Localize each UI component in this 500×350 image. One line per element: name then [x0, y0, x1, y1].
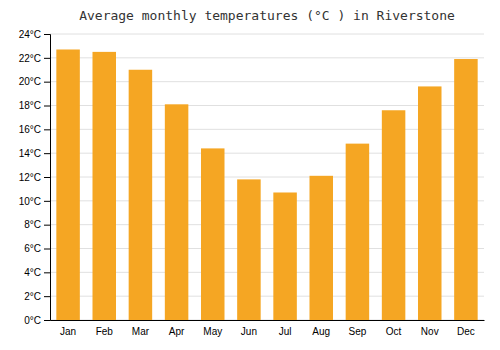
tick: 16°C [19, 124, 50, 135]
tick-label: 6°C [24, 243, 41, 254]
tick: Aug [312, 326, 330, 337]
tick: 22°C [19, 53, 50, 64]
bar [237, 179, 261, 320]
tick: 12°C [19, 172, 50, 183]
tick: Sep [349, 326, 367, 337]
tick-label: Feb [96, 326, 114, 337]
tick-label: 16°C [19, 124, 41, 135]
tick-label: 14°C [19, 148, 41, 159]
tick: 10°C [19, 196, 50, 207]
tick-label: 24°C [19, 29, 41, 40]
tick-label: 10°C [19, 196, 41, 207]
bar [129, 70, 153, 320]
tick-label: Dec [457, 326, 475, 337]
tick-label: Sep [349, 326, 367, 337]
tick-label: Mar [132, 326, 150, 337]
bar [382, 110, 406, 320]
tick-mark [44, 177, 50, 178]
bar [92, 52, 116, 320]
tick: 18°C [19, 100, 50, 111]
axis-line [44, 35, 51, 321]
tick: Jul [279, 326, 292, 337]
tick-label: Aug [312, 326, 330, 337]
bar [418, 86, 442, 320]
bar [454, 59, 478, 320]
plot: 0°C 2°C 4°C 6°C 8°C 10°C 12°C 14°C 16°C 18°C 20°C 2… [19, 29, 485, 337]
tick: 6°C [24, 243, 50, 254]
title: Average monthly temperatures (°C ) in Ri… [79, 8, 455, 23]
y-axis: 0°C 2°C 4°C 6°C 8°C 10°C 12°C 14°C 16°C 18°C 20°C 2… [19, 29, 51, 326]
bar [165, 104, 189, 320]
tick: 14°C [19, 148, 50, 159]
grid-line [50, 34, 484, 35]
tick: 0°C [24, 315, 50, 326]
grid [50, 34, 484, 320]
tick-label: 18°C [19, 100, 41, 111]
tick-label: 20°C [19, 76, 41, 87]
tick-label: 0°C [24, 315, 41, 326]
tick-label: Nov [421, 326, 439, 337]
bar [346, 144, 370, 320]
tick-label: 2°C [24, 291, 41, 302]
tick-mark [44, 153, 50, 154]
tick-label: Oct [386, 326, 402, 337]
tick-mark [44, 34, 50, 35]
tick-label: Jan [60, 326, 76, 337]
tick-mark [44, 320, 50, 321]
bars [56, 49, 477, 320]
axis-line [51, 320, 485, 321]
bar [56, 49, 80, 320]
tick-mark [44, 82, 50, 83]
tick-label: Jun [241, 326, 257, 337]
tick-mark [44, 296, 50, 297]
tick-mark [44, 201, 50, 202]
tick: May [203, 326, 222, 337]
tick: 2°C [24, 291, 50, 302]
tick-mark [44, 225, 50, 226]
tick-label: Jul [279, 326, 292, 337]
tick-label: 8°C [24, 219, 41, 230]
tick-mark [44, 106, 50, 107]
bar [309, 176, 333, 320]
tick-mark [44, 58, 50, 59]
tick: Feb [96, 326, 114, 337]
tick-label: 12°C [19, 172, 41, 183]
tick-label: May [203, 326, 222, 337]
bar [273, 192, 297, 320]
x-axis: Jan Feb Mar Apr May Jun Jul Aug Sep Oct Nov Dec [51, 321, 485, 338]
tick-mark [44, 249, 50, 250]
tick: Jan [60, 326, 76, 337]
tick: Nov [421, 326, 439, 337]
tick-mark [44, 272, 50, 273]
tick: Oct [386, 326, 402, 337]
tick-label: 4°C [24, 267, 41, 278]
tick: 20°C [19, 76, 50, 87]
tick: Jun [241, 326, 257, 337]
tick-label: Apr [169, 326, 185, 337]
tick-label: 22°C [19, 53, 41, 64]
tick: Dec [457, 326, 475, 337]
tick: 24°C [19, 29, 50, 40]
tick: Mar [132, 326, 150, 337]
chart: 0°C 2°C 4°C 6°C 8°C 10°C 12°C 14°C 16°C 18°C 20°C 2… [0, 0, 500, 350]
tick: 4°C [24, 267, 50, 278]
tick-mark [44, 129, 50, 130]
tick: 8°C [24, 219, 50, 230]
tick: Apr [169, 326, 185, 337]
bar [201, 148, 225, 320]
